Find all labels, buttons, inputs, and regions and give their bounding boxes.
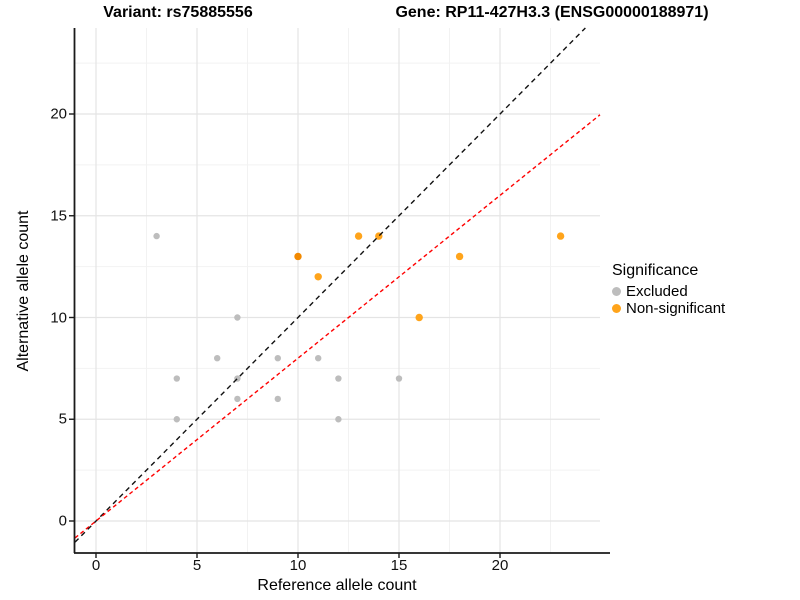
legend-item-non-significant: Non-significant (612, 300, 725, 317)
gene-title: Gene: RP11-427H3.3 (ENSG00000188971) (395, 4, 709, 21)
data-point-excluded (335, 375, 342, 382)
data-point-non-significant (314, 273, 322, 281)
data-point-excluded (234, 395, 241, 403)
data-point-excluded (395, 375, 403, 382)
variant-title: Variant: rs75885556 (103, 4, 253, 21)
legend-item-label: Excluded (626, 283, 688, 300)
excluded-dot-icon (612, 287, 621, 296)
data-point-non-significant (556, 232, 565, 240)
legend: Significance Excluded Non-significant (612, 262, 725, 317)
data-point-excluded (214, 355, 221, 362)
x-axis-title: Reference allele count (257, 577, 417, 594)
data-point-excluded (335, 416, 342, 423)
non-significant-dot-icon (612, 304, 621, 313)
data-point-excluded (173, 416, 180, 423)
y-tick-label: 10 (50, 309, 67, 326)
y-axis-title: Alternative allele count (15, 210, 32, 372)
x-tick-label: 20 (491, 557, 509, 574)
y-tick-label: 5 (58, 410, 67, 428)
data-point-non-significant (294, 252, 302, 261)
data-point-non-significant (455, 252, 464, 261)
legend-title: Significance (612, 262, 699, 279)
data-point-excluded (173, 375, 180, 382)
legend-item-excluded: Excluded (612, 283, 725, 300)
data-point-excluded (234, 314, 241, 321)
legend-item-label: Non-significant (626, 300, 726, 317)
data-point-non-significant (415, 313, 423, 322)
y-tick-label: 0 (58, 512, 67, 530)
data-point-excluded (315, 355, 322, 362)
y-tick-label: 15 (50, 207, 67, 225)
data-point-excluded (153, 232, 160, 240)
x-tick-label: 15 (390, 557, 408, 574)
data-point-excluded (274, 355, 281, 362)
identity-dashed-line (74, 27, 586, 543)
x-tick-label: 10 (289, 557, 307, 574)
data-point-non-significant (354, 232, 363, 240)
fit-dashed-line (74, 114, 601, 539)
x-tick-label: 5 (192, 557, 202, 574)
x-tick-label: 0 (91, 557, 101, 574)
data-point-excluded (274, 395, 281, 403)
y-tick-label: 20 (50, 105, 67, 123)
